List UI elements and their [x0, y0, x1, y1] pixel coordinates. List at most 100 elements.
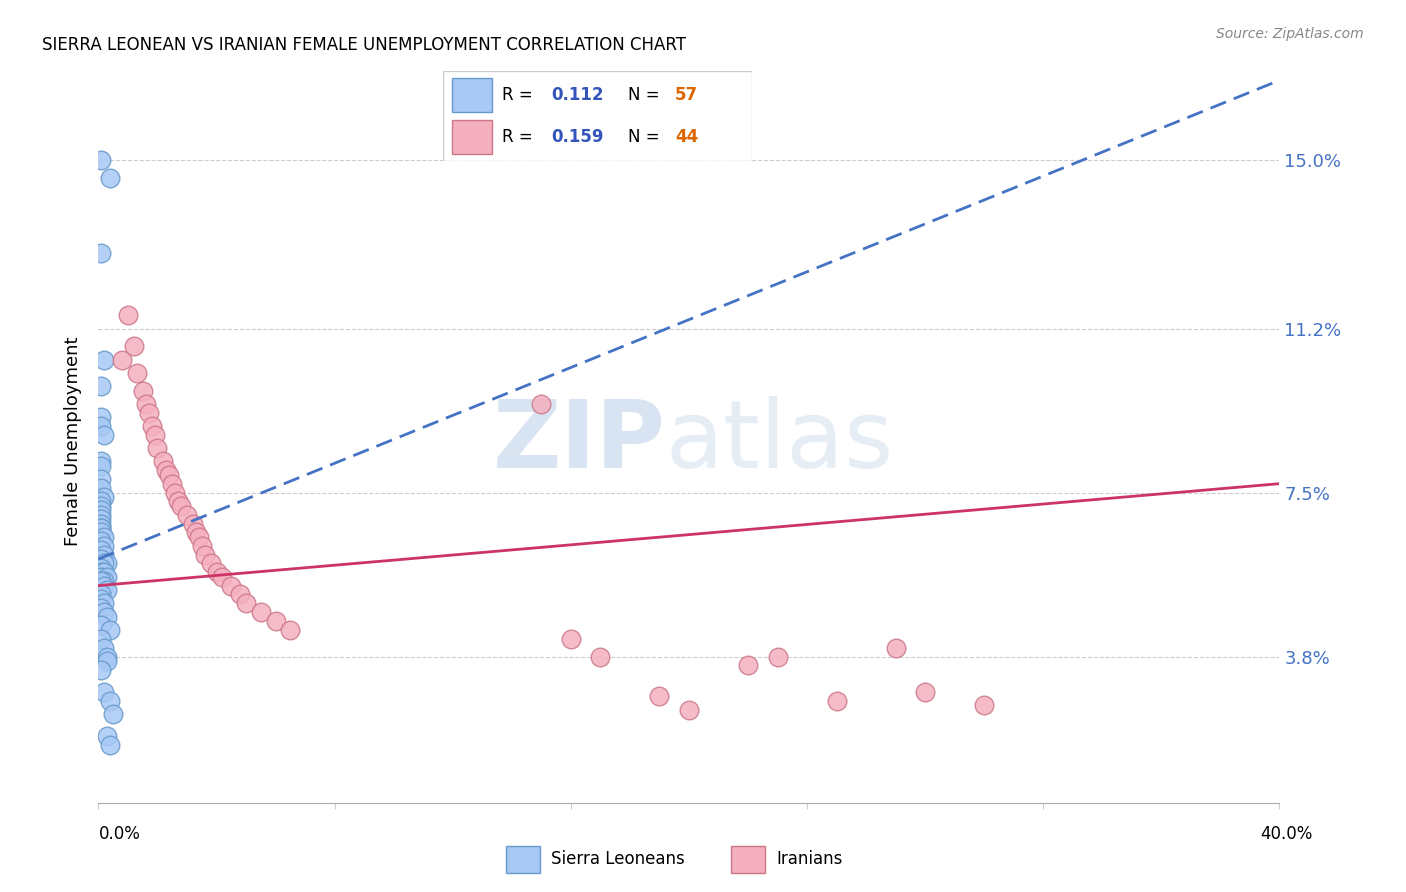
Point	[98, 738, 121, 752]
Point	[96, 609, 118, 624]
Point	[93, 605, 115, 619]
Point	[96, 654, 118, 668]
Point	[90, 410, 112, 425]
Point	[90, 543, 112, 558]
Point	[191, 539, 214, 553]
Text: 44: 44	[675, 128, 699, 146]
Point	[200, 557, 222, 571]
Point	[93, 490, 115, 504]
Bar	[453, 120, 492, 154]
Point	[93, 352, 115, 367]
Point	[90, 570, 112, 584]
Point	[117, 308, 139, 322]
Point	[235, 596, 257, 610]
Point	[122, 339, 145, 353]
Point	[165, 485, 187, 500]
Point	[93, 548, 115, 562]
Point	[141, 419, 163, 434]
Text: 40.0%: 40.0%	[1260, 825, 1313, 843]
Text: R =: R =	[502, 128, 537, 146]
Point	[90, 591, 112, 606]
Point	[132, 384, 155, 398]
Text: N =: N =	[628, 128, 665, 146]
Point	[90, 516, 112, 531]
Point	[589, 649, 612, 664]
Point	[90, 454, 112, 468]
Point	[146, 441, 169, 455]
Point	[90, 600, 112, 615]
Point	[560, 632, 582, 646]
Text: ZIP: ZIP	[492, 395, 665, 488]
Text: N =: N =	[628, 86, 665, 103]
Point	[93, 539, 115, 553]
Point	[250, 605, 273, 619]
Point	[648, 690, 671, 704]
Point	[98, 694, 121, 708]
Point	[93, 685, 115, 699]
Y-axis label: Female Unemployment: Female Unemployment	[65, 337, 83, 546]
Point	[90, 566, 112, 580]
Text: Iranians: Iranians	[776, 849, 842, 868]
Point	[90, 632, 112, 646]
Point	[90, 481, 112, 495]
Point	[90, 521, 112, 535]
Point	[90, 458, 112, 473]
Bar	[506, 847, 540, 873]
Text: SIERRA LEONEAN VS IRANIAN FEMALE UNEMPLOYMENT CORRELATION CHART: SIERRA LEONEAN VS IRANIAN FEMALE UNEMPLO…	[42, 36, 686, 54]
Point	[96, 582, 118, 597]
Point	[152, 454, 174, 468]
Point	[90, 512, 112, 526]
Point	[184, 525, 207, 540]
Point	[90, 534, 112, 549]
Point	[90, 552, 112, 566]
Point	[125, 366, 148, 380]
Point	[187, 530, 209, 544]
Point	[93, 579, 115, 593]
Point	[678, 703, 700, 717]
Point	[162, 476, 183, 491]
Text: R =: R =	[502, 86, 537, 103]
Point	[90, 494, 112, 508]
Point	[98, 170, 121, 185]
Point	[90, 503, 112, 517]
Text: 57: 57	[675, 86, 697, 103]
Point	[221, 579, 243, 593]
Point	[138, 406, 160, 420]
Point	[90, 472, 112, 486]
Point	[90, 499, 112, 513]
Point	[90, 618, 112, 632]
Point	[90, 521, 112, 535]
Point	[96, 570, 118, 584]
Text: 0.112: 0.112	[551, 86, 603, 103]
Point	[111, 352, 134, 367]
Point	[90, 587, 112, 601]
Point	[90, 525, 112, 540]
Point	[96, 649, 118, 664]
Point	[93, 566, 115, 580]
Point	[98, 623, 121, 637]
Point	[93, 530, 115, 544]
Point	[90, 379, 112, 393]
Text: 0.0%: 0.0%	[98, 825, 141, 843]
Point	[176, 508, 198, 522]
Point	[825, 694, 848, 708]
Point	[530, 397, 553, 411]
Point	[170, 499, 193, 513]
Point	[93, 640, 115, 655]
Point	[205, 566, 228, 580]
Point	[157, 467, 180, 482]
Point	[93, 557, 115, 571]
Point	[973, 698, 995, 713]
Point	[90, 246, 112, 260]
Point	[167, 494, 190, 508]
Point	[229, 587, 252, 601]
Text: Source: ZipAtlas.com: Source: ZipAtlas.com	[1216, 27, 1364, 41]
Point	[93, 428, 115, 442]
Point	[914, 685, 936, 699]
Point	[103, 707, 125, 722]
Point	[884, 640, 907, 655]
Point	[135, 397, 157, 411]
Point	[93, 574, 115, 589]
Bar	[731, 847, 765, 873]
Point	[181, 516, 204, 531]
